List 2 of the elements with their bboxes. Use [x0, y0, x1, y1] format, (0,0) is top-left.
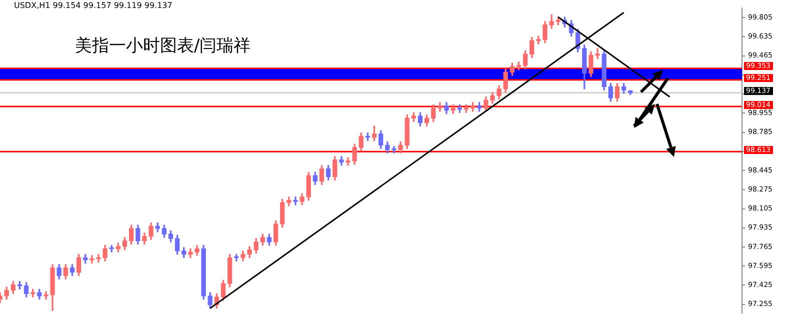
chart-subtitle: USDX,H1 99.154 99.157 99.119 99.137: [14, 1, 172, 10]
text: 美指一小时图表/闫瑞祥: [75, 35, 251, 57]
